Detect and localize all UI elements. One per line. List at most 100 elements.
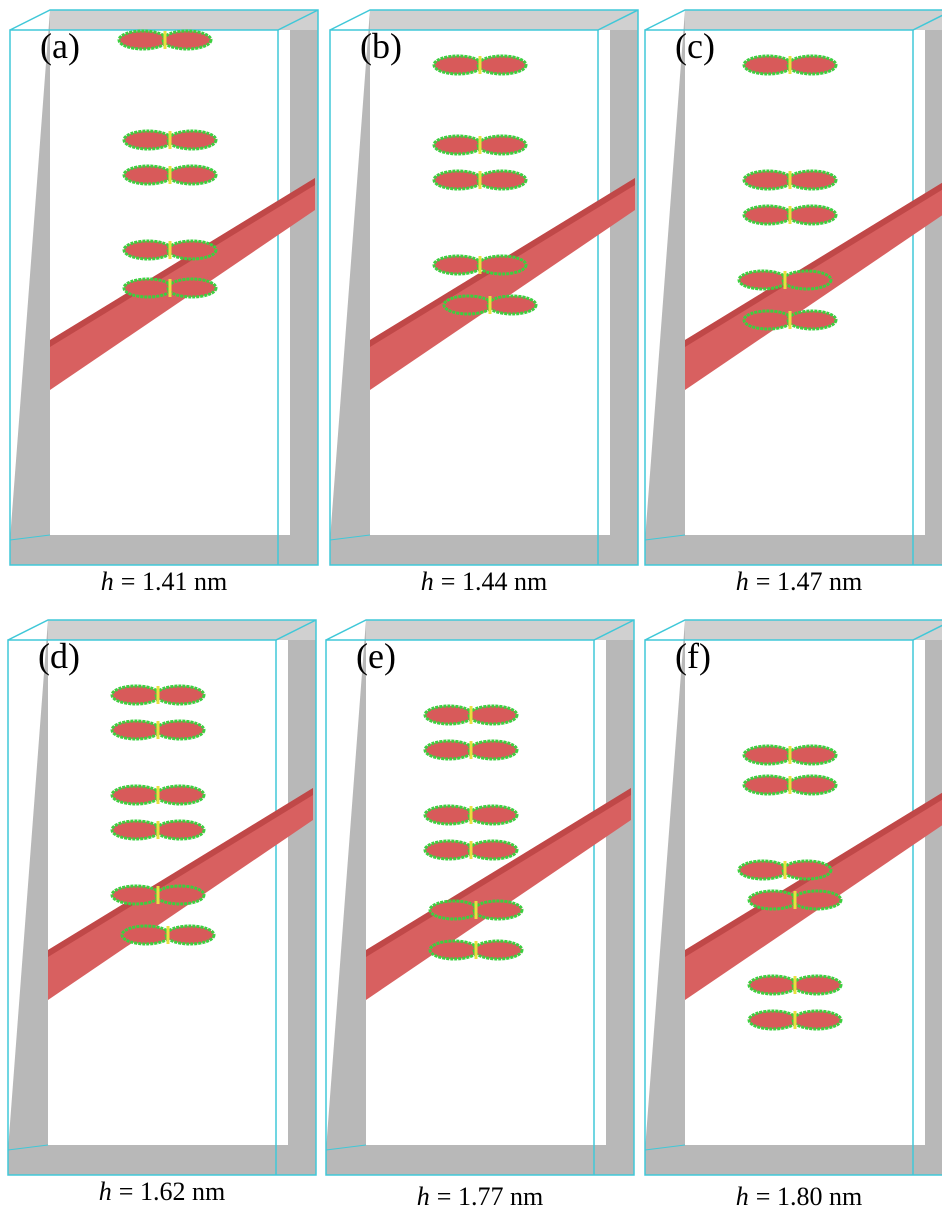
blob [425,806,473,824]
blob [430,941,478,959]
blob [124,241,172,259]
blob [744,776,792,794]
box-top [370,10,638,30]
blob [156,786,204,804]
box-top [685,10,942,30]
blob [163,31,211,49]
blob [783,861,831,879]
blob [788,206,836,224]
blob [793,1011,841,1029]
blob [112,886,160,904]
panel-label: (d) [38,636,80,676]
blob [124,279,172,297]
blob [168,166,216,184]
panel-label: (a) [40,26,80,66]
box-top [48,620,316,640]
blob [469,706,517,724]
caption-variable: h [101,567,114,596]
blob [156,886,204,904]
caption-text: = 1.80 nm [756,1182,862,1211]
blob [425,706,473,724]
blob [434,136,482,154]
blob [744,206,792,224]
blob [434,171,482,189]
blob [112,821,160,839]
caption-variable: h [421,567,434,596]
box-top [366,620,634,640]
blob [478,136,526,154]
blob [749,1011,797,1029]
blob [469,741,517,759]
blob [166,926,214,944]
blob [739,861,787,879]
blob [788,56,836,74]
caption-text: = 1.62 nm [119,1177,225,1206]
caption: h= 1.77 nm [417,1182,543,1211]
blob [788,311,836,329]
caption-variable: h [417,1182,430,1211]
panel-label: (b) [360,26,402,66]
box-top [50,10,318,30]
panel: (c) [645,10,942,565]
panel-label: (e) [356,636,396,676]
panel: (b) [330,10,638,565]
blob [168,131,216,149]
blob [478,256,526,274]
blob [168,279,216,297]
blob [788,746,836,764]
blob [168,241,216,259]
blob [478,56,526,74]
panel-label: (f) [675,636,711,676]
blob [425,841,473,859]
blob [744,311,792,329]
blob [469,806,517,824]
blob [744,171,792,189]
blob [474,941,522,959]
blob [156,821,204,839]
blob [430,901,478,919]
blob [112,786,160,804]
blob [112,721,160,739]
blob [749,976,797,994]
blob [124,166,172,184]
caption: h= 1.80 nm [736,1182,862,1211]
blob [122,926,170,944]
blob [744,746,792,764]
blob [124,131,172,149]
blob [478,171,526,189]
blob [783,271,831,289]
blob [434,256,482,274]
caption-text: = 1.47 nm [756,567,862,596]
caption: h= 1.47 nm [736,567,862,596]
blob [156,721,204,739]
box-top [685,620,942,640]
blob [444,296,492,314]
blob [793,891,841,909]
caption-variable: h [736,567,749,596]
panel: (f) [645,620,942,1175]
caption: h= 1.62 nm [99,1177,225,1206]
blob [749,891,797,909]
blob [788,171,836,189]
caption: h= 1.41 nm [101,567,227,596]
blob [739,271,787,289]
blob [488,296,536,314]
blob [112,686,160,704]
blob [119,31,167,49]
blob [474,901,522,919]
panel: (e) [326,620,634,1175]
panel: (a) [10,10,318,565]
blob [434,56,482,74]
caption: h= 1.44 nm [421,567,547,596]
panel: (d) [8,620,316,1175]
panel-label: (c) [675,26,715,66]
blob [469,841,517,859]
blob [744,56,792,74]
blob [156,686,204,704]
caption-variable: h [736,1182,749,1211]
blob [425,741,473,759]
blob [793,976,841,994]
blob [788,776,836,794]
caption-text: = 1.41 nm [121,567,227,596]
caption-variable: h [99,1177,112,1206]
